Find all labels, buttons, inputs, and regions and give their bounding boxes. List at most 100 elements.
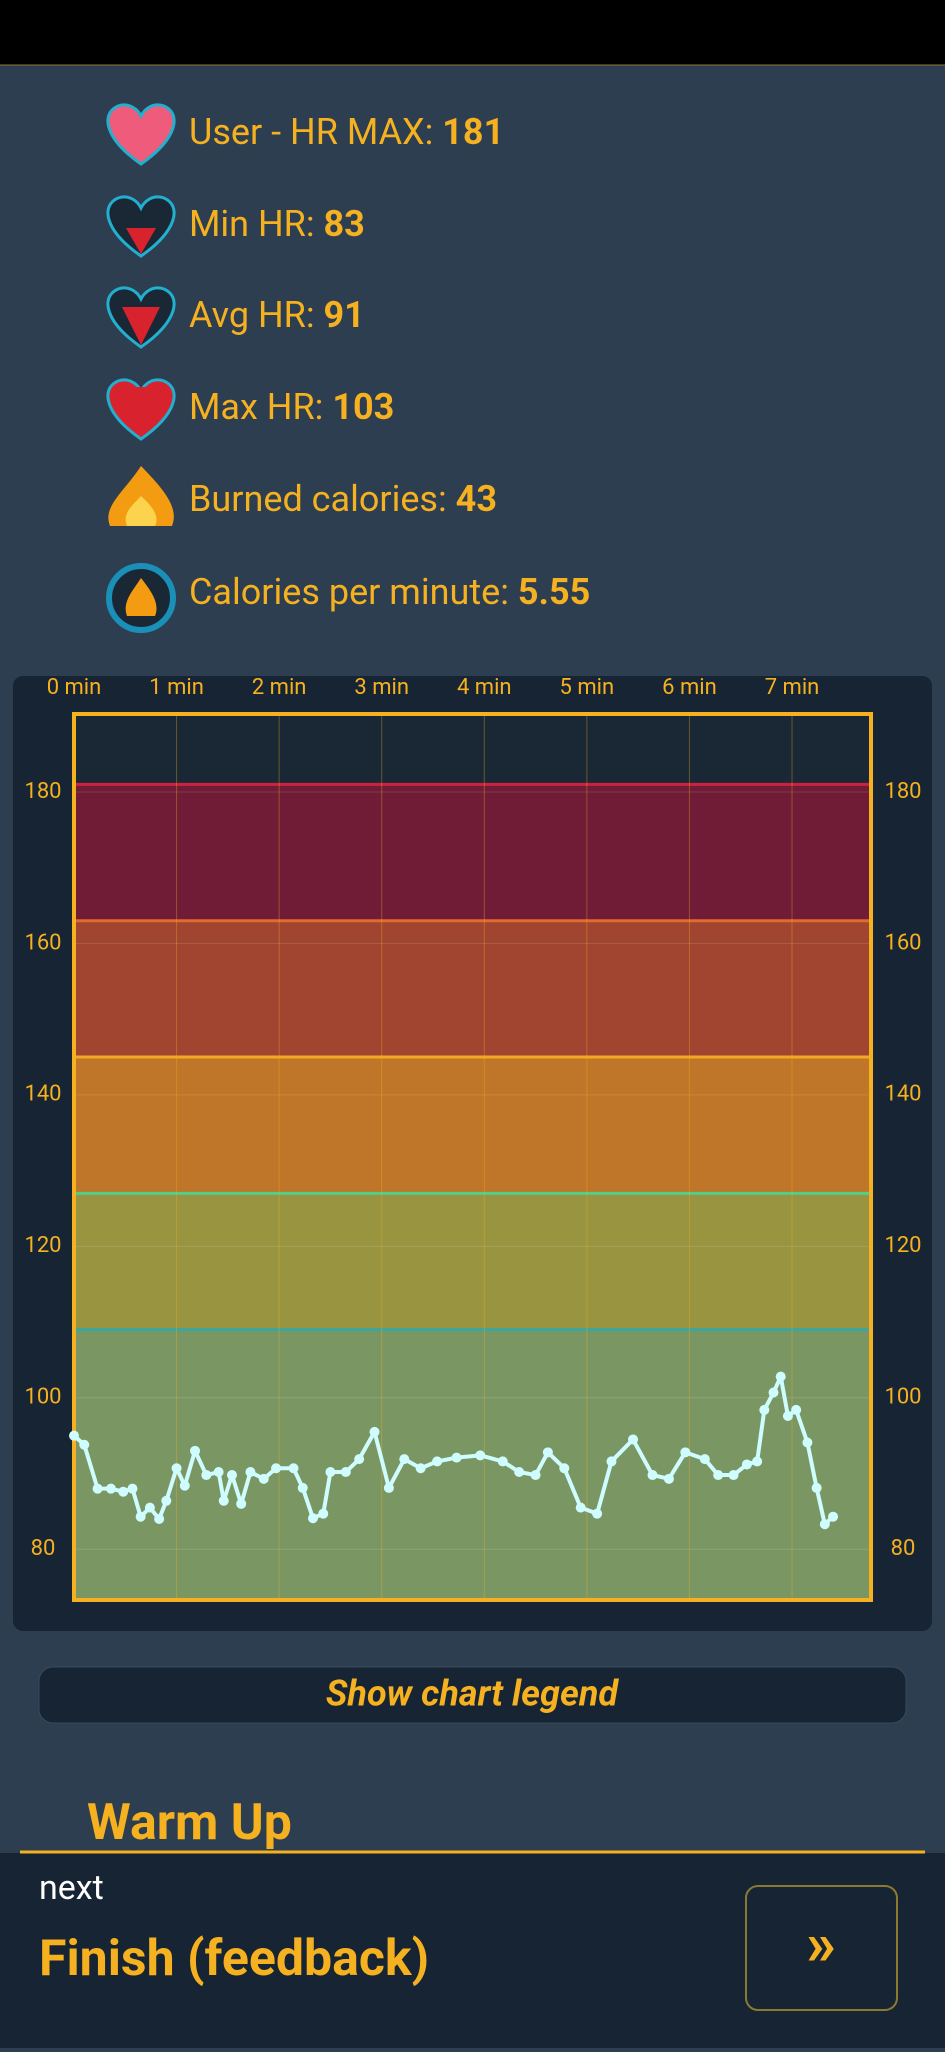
stat-value: 83 (324, 203, 365, 245)
hr-point (647, 1470, 658, 1481)
hr-point (288, 1463, 299, 1474)
hr-zone (74, 1193, 871, 1330)
chart: 0 min 1 min 2 min 3 min 4 min 5 min 6 min 7 min… (24, 675, 922, 1602)
hr-point (663, 1473, 674, 1484)
stat-label: Max HR: (189, 386, 323, 428)
hr-point (127, 1483, 138, 1494)
stat-row: Min HR: 83 (189, 203, 365, 245)
timer-flame (125, 578, 157, 616)
hr-point (399, 1454, 410, 1465)
flame-icon (108, 466, 174, 526)
next-phase: Finish (feedback) (39, 1930, 429, 1988)
hr-point (340, 1467, 351, 1478)
stat-value: 43 (456, 478, 497, 520)
hr-point (118, 1486, 129, 1497)
heart-fill (118, 387, 164, 437)
hr-point (79, 1439, 90, 1450)
stat-value: 5.55 (518, 571, 590, 613)
stat-label: User - HR MAX: (189, 111, 433, 153)
heart-icon (106, 103, 176, 166)
x-tick-label: 6 min (662, 675, 717, 700)
y2-tick-label: 180 (884, 779, 921, 804)
y2-tick-label: 160 (884, 930, 921, 955)
hr-point (514, 1467, 525, 1478)
hr-point (218, 1495, 229, 1506)
hr-point (179, 1480, 190, 1491)
hr-point (271, 1463, 282, 1474)
hr-point (135, 1511, 146, 1522)
hr-point (713, 1470, 724, 1481)
stat-value: 91 (323, 294, 364, 336)
heart-icon (106, 195, 176, 258)
x-tick-label: 4 min (457, 675, 512, 700)
next-label: next (39, 1868, 104, 1908)
y-tick-label: 180 (24, 779, 61, 804)
hr-zone (74, 784, 871, 921)
x-tick-label: 3 min (354, 675, 409, 700)
hr-point (245, 1467, 256, 1478)
hr-point (559, 1463, 570, 1474)
hr-zone (74, 920, 871, 1058)
hr-point (318, 1508, 329, 1519)
hr-point (69, 1430, 79, 1441)
y2-tick-label: 100 (884, 1385, 921, 1410)
hr-point (759, 1404, 770, 1415)
hr-point (307, 1513, 318, 1524)
stat-row: User - HR MAX: 181 (189, 111, 504, 153)
hr-point (542, 1447, 553, 1458)
y-tick-label: 80 (31, 1536, 56, 1561)
hr-point (92, 1483, 103, 1494)
hr-point (680, 1447, 691, 1458)
hr-point (451, 1452, 462, 1463)
hr-zone (74, 1057, 871, 1194)
legend-button[interactable] (38, 1666, 907, 1724)
y-tick-label: 120 (24, 1233, 61, 1258)
x-tick-label: 1 min (149, 675, 204, 700)
hr-point (741, 1459, 752, 1470)
next-button[interactable] (745, 1885, 898, 2011)
hr-point (699, 1454, 710, 1465)
stat-value: 103 (332, 386, 394, 428)
hr-point (791, 1404, 802, 1415)
hr-point (606, 1456, 617, 1467)
y2-tick-label: 140 (884, 1082, 921, 1107)
hr-point (752, 1456, 763, 1467)
hr-point (171, 1463, 182, 1474)
hr-point (325, 1467, 336, 1478)
hr-point (811, 1482, 822, 1493)
next-button-icon[interactable]: » (806, 1908, 836, 1979)
hr-point (592, 1508, 603, 1519)
hr-point (236, 1498, 247, 1509)
hr-point (828, 1511, 839, 1522)
hr-point (497, 1456, 508, 1467)
hr-point (802, 1437, 813, 1448)
hr-point (226, 1470, 237, 1481)
hr-point (144, 1502, 155, 1513)
hr-point (297, 1482, 308, 1493)
legend-button-label[interactable]: Show chart legend (326, 1673, 619, 1715)
stat-label: Min HR: (189, 203, 315, 245)
stat-row: Burned calories: 43 (189, 478, 497, 520)
x-tick-label: 2 min (252, 675, 307, 700)
hr-point (258, 1473, 269, 1484)
flame-core (125, 496, 157, 526)
hr-point (432, 1456, 443, 1467)
x-tick-label: 0 min (47, 675, 102, 700)
hr-point (530, 1470, 541, 1481)
stat-label: Avg HR: (189, 294, 315, 336)
hr-point (628, 1434, 639, 1445)
hr-point (190, 1445, 201, 1456)
phase-title: Warm Up (87, 1794, 292, 1852)
hr-point (575, 1502, 586, 1513)
hr-point (728, 1470, 739, 1481)
y2-tick-label: 80 (891, 1536, 916, 1561)
hr-point (415, 1463, 426, 1474)
hr-point (105, 1483, 116, 1494)
stat-row: Calories per minute: 5.55 (189, 571, 590, 613)
hr-point (775, 1371, 786, 1382)
stat-label: Burned calories: (189, 478, 447, 520)
heart-fill (122, 307, 160, 345)
plot-frame (72, 712, 873, 1602)
y-tick-label: 160 (24, 930, 61, 955)
